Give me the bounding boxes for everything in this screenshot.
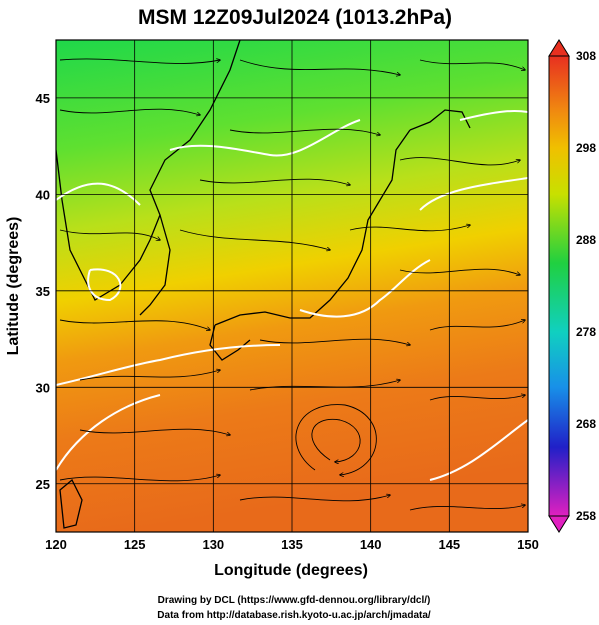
coastlines xyxy=(56,40,471,529)
figure-title: MSM 12Z09Jul2024 (1013.2hPa) xyxy=(138,6,452,29)
colorbar-scale xyxy=(548,55,570,517)
colorbar-tick-label: 268 xyxy=(576,417,596,431)
y-tick-label: 45 xyxy=(36,91,50,106)
colorbar: 308 298 288 278 268 258 xyxy=(548,39,596,533)
x-tick-label: 140 xyxy=(360,537,382,552)
y-tick-label: 25 xyxy=(36,477,50,492)
x-axis-label: Longitude (degrees) xyxy=(214,562,368,579)
x-tick-label: 150 xyxy=(517,537,539,552)
credit-line-1: Drawing by DCL (https://www.gfd-dennou.o… xyxy=(158,595,431,606)
colorbar-bottom-arrow xyxy=(548,515,570,533)
x-tick-label: 130 xyxy=(202,537,224,552)
x-axis-ticks: 120 125 130 135 140 145 150 xyxy=(45,537,539,552)
colorbar-top-arrow xyxy=(548,39,570,57)
gridlines xyxy=(56,40,528,532)
x-tick-label: 120 xyxy=(45,537,67,552)
y-axis-label: Latitude (degrees) xyxy=(5,217,22,356)
y-tick-label: 40 xyxy=(36,187,50,202)
map-frame xyxy=(55,39,529,533)
colorbar-tick-label: 308 xyxy=(576,49,596,63)
x-tick-label: 145 xyxy=(438,537,460,552)
credit-line-2: Data from http://database.rish.kyoto-u.a… xyxy=(157,610,431,621)
y-tick-label: 35 xyxy=(36,284,50,299)
x-tick-label: 135 xyxy=(281,537,303,552)
colorbar-tick-label: 278 xyxy=(576,325,596,339)
colorbar-tick-label: 298 xyxy=(576,141,596,155)
colorbar-tick-label: 288 xyxy=(576,233,596,247)
y-tick-label: 30 xyxy=(36,380,50,395)
colorbar-ticks: 308 298 288 278 268 258 xyxy=(576,49,596,523)
streamlines xyxy=(59,59,525,511)
x-tick-label: 125 xyxy=(124,537,146,552)
y-axis-ticks: 25 30 35 40 45 xyxy=(36,91,50,492)
colorbar-tick-label: 258 xyxy=(576,509,596,523)
